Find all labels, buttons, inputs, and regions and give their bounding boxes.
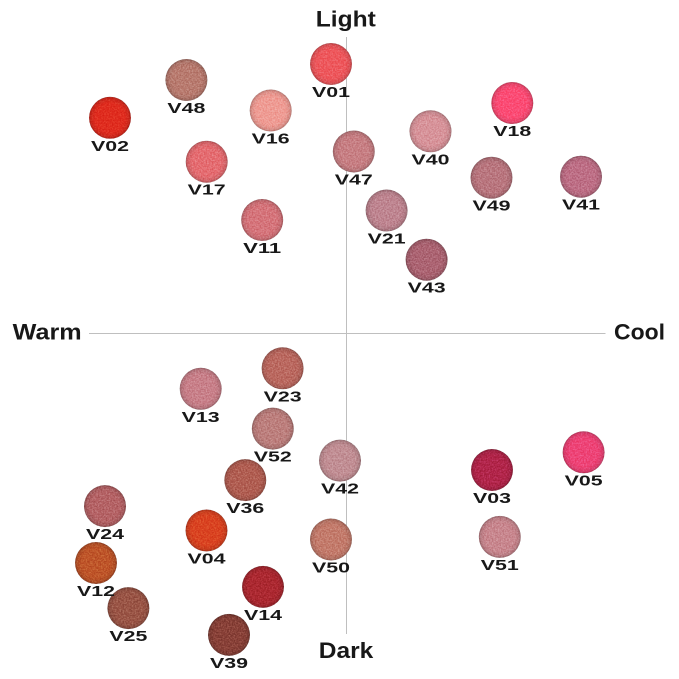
svg-text:V47: V47 (335, 172, 373, 189)
svg-text:Cool: Cool (614, 319, 665, 344)
svg-text:V49: V49 (473, 198, 511, 215)
svg-text:V05: V05 (565, 472, 603, 489)
svg-text:V52: V52 (254, 449, 292, 466)
svg-text:V16: V16 (252, 131, 290, 148)
svg-text:V11: V11 (243, 240, 281, 257)
svg-text:V25: V25 (109, 628, 147, 645)
svg-text:Light: Light (316, 7, 377, 32)
svg-text:V02: V02 (91, 138, 129, 155)
svg-text:V51: V51 (481, 557, 519, 574)
svg-text:V43: V43 (408, 280, 446, 297)
svg-text:V39: V39 (210, 655, 248, 672)
svg-text:V03: V03 (473, 490, 511, 507)
svg-text:V04: V04 (188, 551, 227, 568)
svg-text:V12: V12 (77, 583, 115, 600)
svg-text:V18: V18 (493, 123, 531, 140)
svg-text:V40: V40 (412, 151, 450, 168)
svg-text:V01: V01 (312, 84, 350, 101)
svg-text:V36: V36 (226, 500, 264, 517)
svg-text:Dark: Dark (319, 638, 374, 663)
svg-text:V24: V24 (86, 526, 125, 543)
svg-text:V13: V13 (182, 409, 220, 426)
svg-text:V41: V41 (562, 197, 600, 214)
svg-text:V14: V14 (244, 607, 283, 624)
svg-text:V23: V23 (264, 388, 302, 405)
svg-text:V48: V48 (167, 100, 205, 117)
svg-text:V50: V50 (312, 560, 350, 577)
svg-text:Warm: Warm (13, 319, 82, 344)
svg-text:V17: V17 (188, 182, 226, 199)
svg-text:V42: V42 (321, 481, 359, 498)
svg-text:V21: V21 (368, 231, 406, 248)
